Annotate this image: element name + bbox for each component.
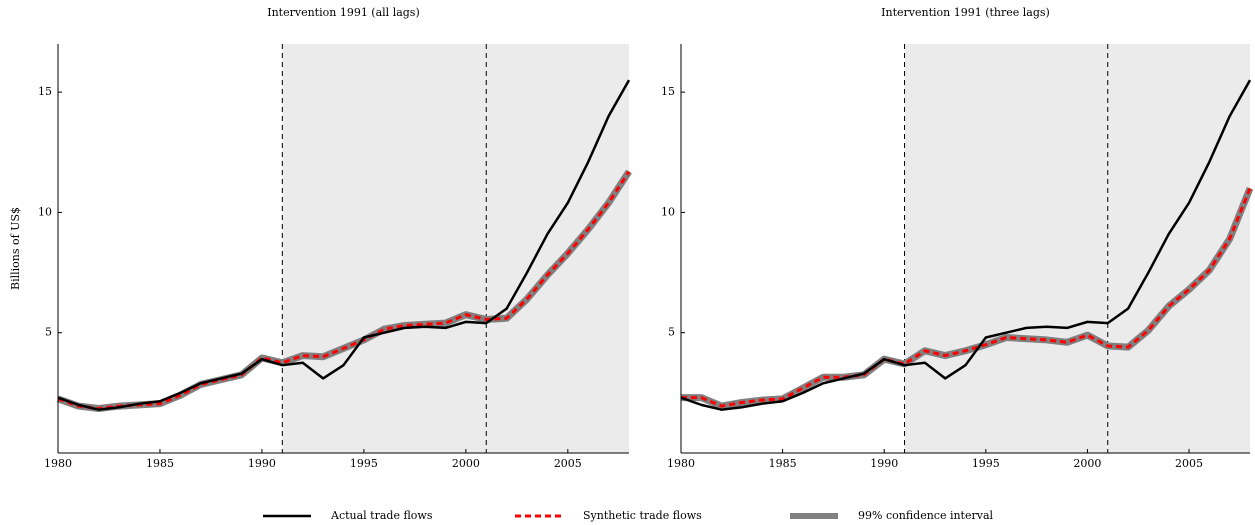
x-tick-label: 2005 — [554, 457, 582, 470]
y-tick-label: 10 — [661, 205, 675, 218]
y-tick-label: 5 — [45, 326, 52, 339]
legend-label: Synthetic trade flows — [583, 509, 702, 522]
x-tick-label: 1990 — [870, 457, 898, 470]
x-tick-label: 2000 — [452, 457, 480, 470]
shaded-region — [904, 44, 1250, 453]
x-tick-label: 2005 — [1175, 457, 1203, 470]
series-line — [681, 187, 1252, 408]
chart-title: Intervention 1991 (all lags) — [267, 6, 420, 19]
x-tick-label: 2000 — [1073, 457, 1101, 470]
series-line — [680, 79, 1252, 411]
x-tick-label: 1990 — [248, 457, 276, 470]
x-tick-label: 1995 — [972, 457, 1000, 470]
series-line — [57, 79, 631, 411]
series-line — [57, 170, 631, 410]
chart-title: Intervention 1991 (three lags) — [881, 6, 1050, 19]
y-tick-label: 15 — [661, 85, 675, 98]
y-tick-label: 5 — [668, 326, 675, 339]
y-tick-label: 15 — [38, 85, 52, 98]
legend-label: Actual trade flows — [330, 509, 433, 522]
legend-label: 99% confidence interval — [858, 509, 994, 522]
x-tick-label: 1985 — [146, 457, 174, 470]
x-tick-label: 1995 — [350, 457, 378, 470]
x-tick-label: 1980 — [44, 457, 72, 470]
shaded-region — [282, 44, 629, 453]
x-tick-label: 1985 — [769, 457, 797, 470]
x-tick-label: 1980 — [667, 457, 695, 470]
y-axis-label: Billions of US$ — [9, 207, 22, 290]
y-tick-label: 10 — [38, 205, 52, 218]
